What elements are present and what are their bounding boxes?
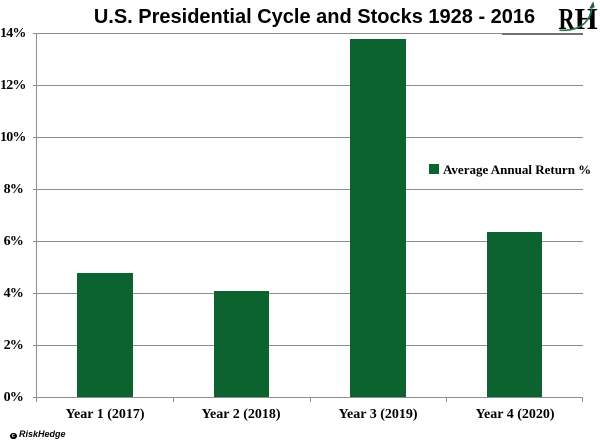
svg-text:H: H: [575, 2, 599, 34]
svg-text:R: R: [559, 2, 576, 34]
